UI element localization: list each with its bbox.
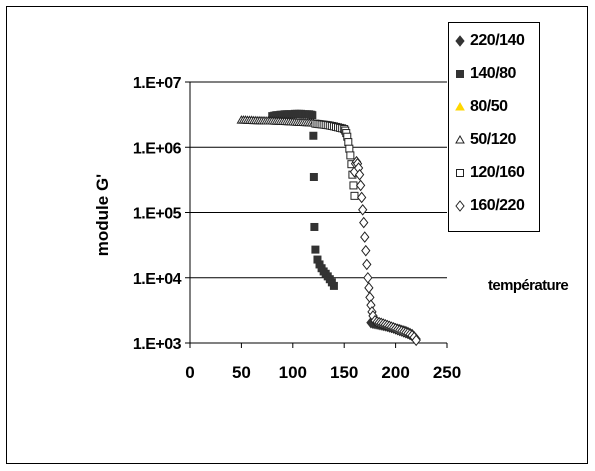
legend-label: 120/160 xyxy=(470,164,525,181)
legend-marker xyxy=(455,200,465,212)
legend-marker xyxy=(455,35,465,47)
legend-marker xyxy=(456,169,464,177)
data-point xyxy=(359,216,369,229)
legend-item: 120/160 xyxy=(453,163,525,183)
data-point xyxy=(345,144,354,153)
data-point xyxy=(344,138,353,147)
data-point xyxy=(313,255,322,264)
data-point xyxy=(310,222,319,231)
legend-symbol xyxy=(453,133,467,147)
legend-symbol xyxy=(453,166,467,180)
axes xyxy=(185,81,448,348)
legend-label: 140/80 xyxy=(470,65,516,82)
legend-item: 80/50 xyxy=(453,97,508,117)
x-tick-label: 150 xyxy=(330,363,358,382)
data-point xyxy=(411,334,421,347)
data-point xyxy=(362,258,372,271)
legend-item: 140/80 xyxy=(453,64,516,84)
y-tick-label: 1.E+04 xyxy=(133,271,182,288)
x-tick-label: 250 xyxy=(433,363,461,382)
x-tick-label: 100 xyxy=(279,363,307,382)
data-point xyxy=(350,191,359,200)
x-axis-label: température xyxy=(488,277,568,294)
legend-label: 220/140 xyxy=(470,32,525,49)
data-point xyxy=(356,179,366,192)
data-point xyxy=(358,203,368,216)
data-point xyxy=(364,282,374,294)
legend-symbol xyxy=(453,199,467,213)
data-point xyxy=(346,151,355,160)
legend-item: 50/120 xyxy=(453,130,516,150)
legend-item: 220/140 xyxy=(453,31,525,51)
data-point xyxy=(309,172,318,181)
data-point xyxy=(311,245,320,254)
data-point xyxy=(357,191,367,204)
y-tick-label: 1.E+05 xyxy=(133,206,182,223)
y-axis-label: module G' xyxy=(93,174,112,256)
legend-marker xyxy=(455,101,465,111)
x-tick-label: 0 xyxy=(185,363,194,382)
x-tick-label: 200 xyxy=(381,363,409,382)
legend-item: 160/220 xyxy=(453,196,525,216)
legend: 220/140 140/80 80/50 50/120 120/160 160/220 xyxy=(448,22,540,232)
y-tick-label: 1.E+07 xyxy=(133,75,182,92)
legend-label: 50/120 xyxy=(470,131,516,148)
y-tick-label: 1.E+06 xyxy=(133,140,182,157)
data-point xyxy=(361,244,371,257)
legend-marker xyxy=(455,134,465,144)
legend-marker xyxy=(456,70,464,78)
legend-symbol xyxy=(453,34,467,48)
y-tick-label: 1.E+03 xyxy=(133,336,182,353)
legend-label: 160/220 xyxy=(470,197,525,214)
data-point xyxy=(360,231,370,243)
data-point xyxy=(309,131,318,140)
legend-symbol xyxy=(453,100,467,114)
legend-symbol xyxy=(453,67,467,81)
x-tick-label: 50 xyxy=(232,363,251,382)
data-point xyxy=(349,181,358,190)
data-point xyxy=(363,271,373,284)
tick-labels: 1.E+03 1.E+04 1.E+05 1.E+06 1.E+07 0 50 100 150 2… xyxy=(133,75,461,382)
legend-label: 80/50 xyxy=(470,98,508,115)
data-points xyxy=(236,109,421,347)
data-point xyxy=(354,168,365,181)
